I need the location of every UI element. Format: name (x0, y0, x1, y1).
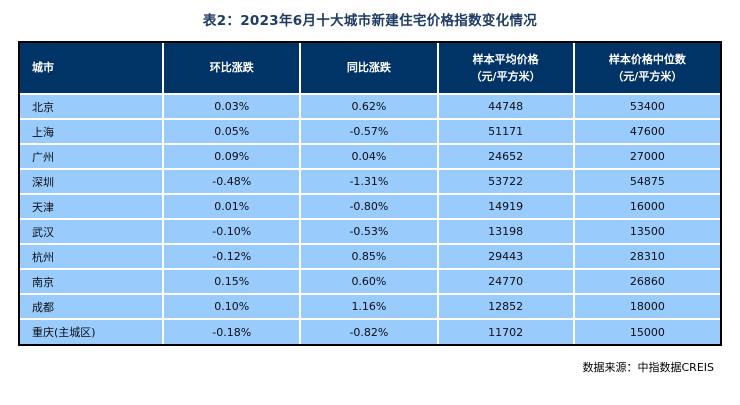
median-price-cell: 28310 (572, 243, 720, 270)
avg-price-cell: 14919 (436, 193, 575, 220)
city-cell: 广州 (20, 143, 165, 170)
table-title: 表2：2023年6月十大城市新建住宅价格指数变化情况 (202, 13, 538, 29)
yoy-cell: 0.62% (299, 93, 439, 120)
yoy-cell: -0.57% (299, 118, 439, 145)
table-row-tianjin: 天津 0.01% -0.80% 14919 16000 (20, 193, 720, 220)
mom-cell: 0.09% (162, 143, 302, 170)
avg-price-cell: 12852 (436, 293, 575, 320)
yoy-cell: 0.85% (299, 243, 439, 270)
median-price-label-line1: 样本价格中位数 (608, 52, 686, 66)
report-figure: 表2：2023年6月十大城市新建住宅价格指数变化情况 城市 环比涨跌 同比涨跌 … (18, 13, 722, 374)
table-header: 城市 环比涨跌 同比涨跌 样本平均价格 （元/平方米） 样本价格中位数 （元/平… (20, 43, 720, 95)
col-header-yoy-change: 同比涨跌 (299, 43, 439, 95)
mom-cell: 0.15% (162, 268, 302, 295)
avg-price-cell: 24652 (436, 143, 575, 170)
city-cell: 北京 (20, 93, 165, 120)
col-header-city: 城市 (20, 43, 165, 95)
median-price-cell: 53400 (572, 93, 720, 120)
city-cell: 武汉 (20, 218, 165, 245)
avg-price-cell: 24770 (436, 268, 575, 295)
mom-cell: 0.03% (162, 93, 302, 120)
avg-price-cell: 53722 (436, 168, 575, 195)
mom-cell: 0.10% (162, 293, 302, 320)
city-cell: 上海 (20, 118, 165, 145)
mom-cell: 0.05% (162, 118, 302, 145)
median-price-cell: 15000 (572, 318, 720, 344)
table-row-hangzhou: 杭州 -0.12% 0.85% 29443 28310 (20, 243, 720, 270)
table-row-beijing: 北京 0.03% 0.62% 44748 53400 (20, 93, 720, 120)
avg-price-cell: 13198 (436, 218, 575, 245)
avg-price-cell: 11702 (436, 318, 575, 344)
median-price-cell: 13500 (572, 218, 720, 245)
table-row-guangzhou: 广州 0.09% 0.04% 24652 27000 (20, 143, 720, 170)
median-price-cell: 18000 (572, 293, 720, 320)
city-cell: 天津 (20, 193, 165, 220)
table-row-shanghai: 上海 0.05% -0.57% 51171 47600 (20, 118, 720, 145)
table-row-chongqing: 重庆(主城区) -0.18% -0.82% 11702 15000 (20, 318, 720, 344)
median-price-cell: 54875 (572, 168, 720, 195)
data-source-note: 数据来源：中指数据CREIS (582, 361, 715, 374)
median-price-label-line2: （元/平方米） (612, 70, 683, 83)
mom-cell: 0.01% (162, 193, 302, 220)
city-cell: 杭州 (20, 243, 165, 270)
yoy-cell: -0.82% (299, 318, 439, 344)
city-cell: 南京 (20, 268, 165, 295)
table-body: 北京 0.03% 0.62% 44748 53400 上海 0.05% -0.5… (20, 93, 720, 344)
city-cell: 成都 (20, 293, 165, 320)
table-row-shenzhen: 深圳 -0.48% -1.31% 53722 54875 (20, 168, 720, 195)
city-cell: 深圳 (20, 168, 165, 195)
mom-cell: -0.10% (162, 218, 302, 245)
median-price-cell: 16000 (572, 193, 720, 220)
yoy-cell: 0.04% (299, 143, 439, 170)
col-header-avg-price: 样本平均价格 （元/平方米） (436, 43, 575, 95)
table-row-nanjing: 南京 0.15% 0.60% 24770 26860 (20, 268, 720, 295)
yoy-cell: -1.31% (299, 168, 439, 195)
col-header-median-price: 样本价格中位数 （元/平方米） (572, 43, 720, 95)
table-row-wuhan: 武汉 -0.10% -0.53% 13198 13500 (20, 218, 720, 245)
avg-price-label-line1: 样本平均价格 (472, 52, 539, 66)
yoy-cell: -0.80% (299, 193, 439, 220)
mom-cell: -0.48% (162, 168, 302, 195)
avg-price-cell: 29443 (436, 243, 575, 270)
city-price-table: 城市 环比涨跌 同比涨跌 样本平均价格 （元/平方米） 样本价格中位数 （元/平… (20, 43, 720, 344)
median-price-cell: 26860 (572, 268, 720, 295)
avg-price-cell: 51171 (436, 118, 575, 145)
median-price-cell: 47600 (572, 118, 720, 145)
avg-price-label-line2: （元/平方米） (470, 70, 541, 83)
median-price-cell: 27000 (572, 143, 720, 170)
col-header-mom-change: 环比涨跌 (162, 43, 302, 95)
mom-cell: -0.18% (162, 318, 302, 344)
table-row-chengdu: 成都 0.10% 1.16% 12852 18000 (20, 293, 720, 320)
yoy-cell: -0.53% (299, 218, 439, 245)
price-index-table: 城市 环比涨跌 同比涨跌 样本平均价格 （元/平方米） 样本价格中位数 （元/平… (18, 41, 722, 346)
city-cell: 重庆(主城区) (20, 318, 165, 344)
avg-price-cell: 44748 (436, 93, 575, 120)
yoy-cell: 1.16% (299, 293, 439, 320)
mom-cell: -0.12% (162, 243, 302, 270)
header-row: 城市 环比涨跌 同比涨跌 样本平均价格 （元/平方米） 样本价格中位数 （元/平… (20, 43, 720, 95)
yoy-cell: 0.60% (299, 268, 439, 295)
